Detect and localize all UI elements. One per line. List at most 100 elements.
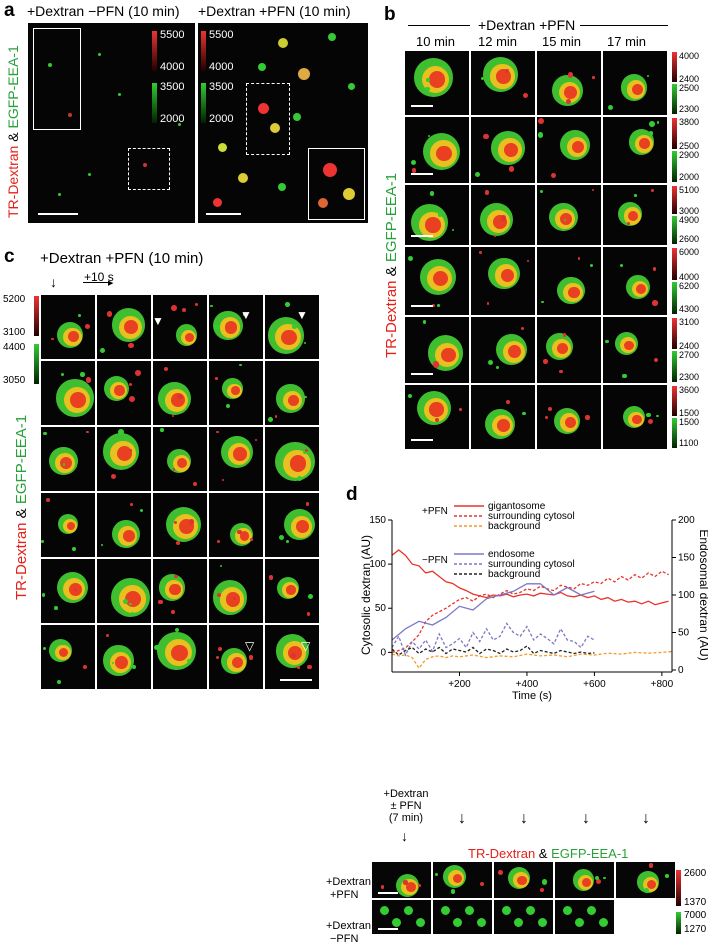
speck (410, 159, 417, 166)
row1-label: +Dextran +PFN (326, 876, 371, 902)
speck (83, 664, 88, 669)
speck (646, 412, 651, 417)
speck (490, 416, 494, 421)
timelapse-frame (209, 493, 263, 557)
panel-b-title-group: +Dextran +PFN (408, 17, 668, 33)
speck (548, 406, 553, 411)
vesicle (218, 143, 227, 152)
dextran-core (632, 414, 642, 424)
dextran-core (635, 284, 646, 295)
micrograph-tile (603, 185, 667, 245)
colorbar-value: 4000 (679, 51, 700, 61)
endosome (453, 918, 462, 927)
dextran-core (517, 875, 527, 885)
endosome (587, 906, 596, 915)
micrograph-tile (537, 317, 601, 383)
ylabel-red-text: TR-Dextran (383, 280, 400, 358)
speck (173, 521, 177, 525)
speck (177, 393, 183, 400)
speck (619, 264, 623, 267)
dextran-core (70, 392, 86, 408)
dextran-core (631, 83, 643, 95)
speck (56, 679, 62, 685)
colorbar-value: 2400 (679, 341, 700, 351)
speck (488, 360, 494, 366)
speck (306, 611, 311, 616)
row-green-colorbar (672, 418, 677, 448)
scale-bar (378, 928, 398, 930)
green-scale-min: 2000 (209, 113, 234, 125)
speck (305, 449, 309, 453)
y-tick-label-right: 200 (678, 515, 695, 526)
speck (54, 605, 59, 610)
speck (630, 75, 633, 78)
speck (178, 123, 181, 126)
legend-gigantosome: gigantosome (488, 501, 546, 512)
vesicle (323, 163, 337, 177)
green-colorbar (201, 83, 206, 123)
series-line-3 (391, 650, 673, 670)
time-step-label: +10 s (84, 270, 114, 284)
timelapse-frame (97, 295, 151, 359)
ylabel-amp: & (5, 128, 21, 146)
panel-d-label: d (346, 484, 358, 505)
colorbar-value: 2900 (679, 150, 700, 160)
micrograph-tile (405, 117, 469, 183)
speck (41, 593, 45, 597)
speck (71, 546, 76, 551)
speck (215, 377, 218, 380)
speck (484, 190, 489, 195)
speck (592, 76, 595, 79)
speck (407, 394, 412, 399)
colorbar-value: 1100 (679, 438, 699, 448)
speck (210, 304, 213, 308)
row1-label-line2: +PFN (330, 889, 359, 901)
title-rule-right (580, 25, 668, 26)
speck (648, 131, 654, 136)
panel-c-red-max: 5200 (3, 294, 26, 305)
speck (520, 326, 525, 331)
speck (297, 666, 301, 669)
micrograph-tile (494, 862, 553, 898)
micro-title-amp: & (535, 846, 552, 861)
colorbar-value: 3800 (679, 117, 700, 127)
dextran-core (67, 331, 79, 343)
colorbar-value: 6000 (679, 247, 700, 257)
panel-b-grid (404, 50, 670, 472)
vesicle (278, 38, 288, 48)
colorbar-value: 4000 (679, 272, 700, 282)
panel-b-ylabel: TR-Dextran & EGFP-EEA-1 (383, 173, 400, 358)
x-tick-label: +200 (448, 679, 471, 690)
speck (494, 234, 497, 237)
speck (160, 428, 164, 432)
dextran-core (504, 143, 519, 158)
panel-b-col-2: 12 min (478, 34, 518, 49)
timelapse-frame (41, 493, 95, 557)
timelapse-frame (265, 361, 319, 425)
time-arrow-icon: ↓ (401, 828, 408, 844)
scale-bar (206, 213, 241, 215)
speck (603, 876, 606, 880)
panel-d-red-max: 2600 (684, 868, 707, 879)
speck (154, 644, 160, 651)
row-green-colorbar (672, 351, 677, 382)
row-red-colorbar (672, 386, 677, 416)
speck (84, 324, 91, 330)
colorbar-value: 2600 (679, 234, 700, 244)
colorbar-value: 2000 (679, 172, 700, 182)
endosome (502, 906, 511, 915)
micrograph-tile (405, 317, 469, 383)
timelapse-frame (97, 361, 151, 425)
dextran-core (425, 217, 441, 233)
speck (403, 880, 408, 885)
colorbar-value: 4300 (679, 304, 700, 314)
micrograph-tile (603, 51, 667, 115)
down-arrow-icon: ↓ (50, 274, 57, 290)
speck (656, 121, 660, 125)
dextran-core (432, 271, 449, 287)
speck (68, 113, 72, 117)
scale-bar (378, 892, 398, 894)
speck (523, 92, 529, 98)
speck (215, 430, 219, 434)
vesicle (328, 33, 336, 41)
